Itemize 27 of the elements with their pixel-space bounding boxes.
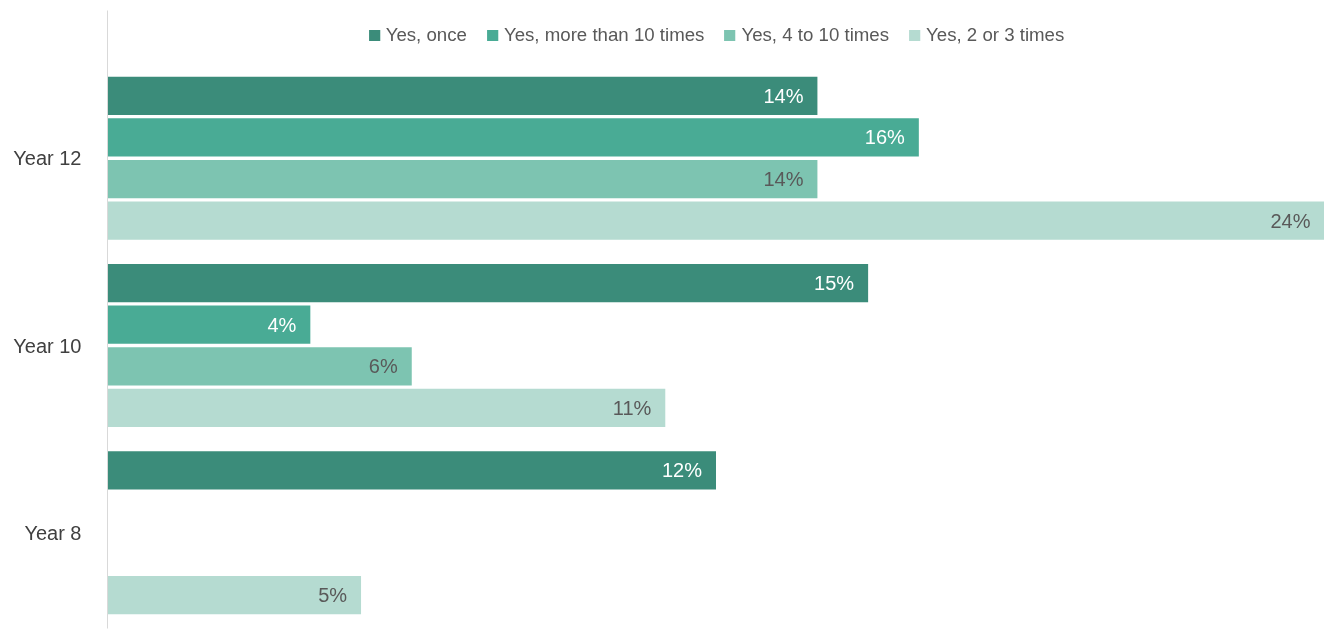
data-label: 15% bbox=[814, 272, 855, 295]
data-label: 14% bbox=[763, 84, 804, 107]
bar bbox=[107, 201, 1324, 240]
y-tick-label: Year 8 bbox=[24, 521, 82, 544]
legend-label: Yes, once bbox=[385, 24, 467, 46]
data-label: 5% bbox=[318, 584, 348, 607]
bar bbox=[107, 451, 716, 490]
legend-label: Yes, 4 to 10 times bbox=[741, 24, 890, 46]
data-label: 14% bbox=[763, 168, 804, 191]
data-label: 16% bbox=[864, 126, 906, 149]
bar bbox=[107, 263, 869, 303]
legend-label: Yes, more than 10 times bbox=[503, 24, 705, 46]
data-label: 24% bbox=[1270, 209, 1311, 232]
data-label: 4% bbox=[267, 313, 297, 336]
data-label: 11% bbox=[612, 396, 652, 419]
bar bbox=[107, 118, 919, 157]
bar bbox=[107, 388, 666, 428]
bar bbox=[107, 159, 818, 199]
bar bbox=[107, 305, 311, 344]
bar bbox=[107, 76, 818, 115]
y-tick-label: Year 12 bbox=[13, 147, 82, 170]
legend-label: Yes, 2 or 3 times bbox=[926, 24, 1065, 46]
bar bbox=[107, 347, 412, 386]
y-tick-label: Year 10 bbox=[13, 334, 82, 357]
data-label: 12% bbox=[661, 459, 703, 482]
bar bbox=[107, 576, 362, 615]
data-label: 6% bbox=[368, 355, 398, 378]
